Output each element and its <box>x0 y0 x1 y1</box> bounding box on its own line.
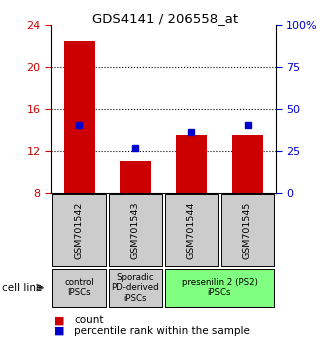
Text: GSM701545: GSM701545 <box>243 201 252 259</box>
Text: GSM701544: GSM701544 <box>187 201 196 259</box>
Text: ■: ■ <box>54 315 65 325</box>
Text: percentile rank within the sample: percentile rank within the sample <box>74 326 250 336</box>
Text: Sporadic
PD-derived
iPSCs: Sporadic PD-derived iPSCs <box>112 273 159 303</box>
Text: control
IPSCs: control IPSCs <box>64 278 94 297</box>
Text: GSM701543: GSM701543 <box>131 201 140 259</box>
Bar <box>232 135 263 193</box>
Bar <box>64 41 95 193</box>
Text: GDS4141 / 206558_at: GDS4141 / 206558_at <box>92 12 238 25</box>
Bar <box>176 135 207 193</box>
Text: GSM701542: GSM701542 <box>75 201 84 259</box>
Text: cell line: cell line <box>2 282 42 293</box>
Text: count: count <box>74 315 104 325</box>
Text: presenilin 2 (PS2)
iPSCs: presenilin 2 (PS2) iPSCs <box>182 278 257 297</box>
Bar <box>120 161 151 193</box>
Text: ■: ■ <box>54 326 65 336</box>
